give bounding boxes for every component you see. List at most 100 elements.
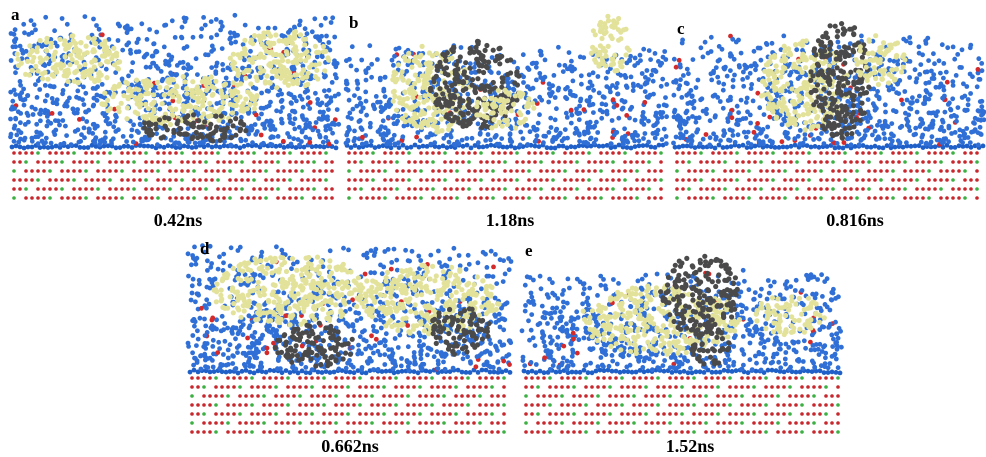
substrate-atom [383, 151, 387, 155]
substrate-atom [138, 196, 142, 200]
substrate-atom [138, 169, 142, 173]
substrate-atom [843, 187, 847, 191]
substrate-atom [593, 196, 597, 200]
substrate-atom [705, 160, 709, 164]
substrate-atom [312, 160, 316, 164]
water-molecule [228, 30, 233, 35]
oil-molecule [146, 106, 151, 111]
substrate-atom [347, 169, 351, 173]
substrate-atom [210, 178, 214, 182]
water-molecule [460, 138, 465, 143]
substrate-atom [96, 196, 100, 200]
substrate-atom [647, 151, 651, 155]
substrate-atom [282, 178, 286, 182]
substrate-atom [491, 178, 495, 182]
substrate-atom [48, 196, 52, 200]
substrate-atom [771, 151, 775, 155]
water-molecule [375, 57, 380, 62]
substrate-atom [108, 169, 112, 173]
oil-molecule [81, 74, 86, 79]
asphaltene-molecule [455, 73, 460, 78]
water-molecule [305, 88, 310, 93]
water-molecule [537, 95, 542, 100]
substrate-atom [461, 160, 465, 164]
water-molecule [327, 88, 332, 93]
water-molecule [951, 45, 956, 50]
oil-molecule [262, 45, 267, 50]
substrate-atom [96, 160, 100, 164]
oil-molecule [325, 55, 330, 60]
substrate-atom [401, 196, 405, 200]
oil-molecule [491, 117, 496, 122]
substrate-atom [425, 151, 429, 155]
water-molecule [293, 110, 298, 115]
water-molecule [364, 99, 369, 104]
oil-molecule [770, 109, 775, 114]
substrate-atom [102, 178, 106, 182]
substrate-atom [729, 196, 733, 200]
oil-molecule [531, 106, 536, 111]
water-molecule [976, 56, 981, 61]
oil-molecule [92, 41, 97, 46]
water-molecule [759, 58, 764, 63]
water-molecule [960, 47, 965, 52]
asphaltene-molecule [231, 123, 236, 128]
substrate-atom [849, 160, 853, 164]
substrate-atom [915, 160, 919, 164]
substrate-atom [431, 196, 435, 200]
oil-molecule [104, 59, 109, 64]
substrate-atom [515, 151, 519, 155]
water-molecule [19, 48, 24, 53]
substrate-atom [729, 151, 733, 155]
oil-molecule [164, 85, 169, 90]
oil-molecule [414, 59, 419, 64]
water-molecule [185, 44, 190, 49]
water-molecule [721, 66, 726, 71]
water-molecule [686, 71, 691, 76]
water-molecule [672, 115, 677, 120]
water-molecule [142, 55, 147, 60]
oil-molecule [181, 103, 186, 108]
oil-molecule [411, 89, 416, 94]
water-molecule [292, 95, 297, 100]
water-molecule [935, 109, 940, 114]
water-molecule [145, 37, 150, 42]
oil-molecule [286, 83, 291, 88]
water-molecule [624, 113, 629, 118]
asphaltene-molecule [815, 62, 820, 67]
water-molecule [267, 123, 272, 128]
water-molecule [243, 23, 248, 28]
substrate-atom [659, 187, 663, 191]
oil-molecule [91, 47, 96, 52]
substrate-atom [144, 196, 148, 200]
oil-molecule [434, 109, 439, 114]
substrate-atom [903, 160, 907, 164]
substrate-atom [174, 178, 178, 182]
substrate-atom [120, 196, 124, 200]
water-molecule [664, 114, 669, 119]
asphaltene-molecule [437, 86, 442, 91]
substrate-atom [479, 151, 483, 155]
oil-molecule [317, 61, 322, 66]
substrate-atom [108, 160, 112, 164]
water-molecule [21, 22, 26, 27]
substrate-atom [855, 169, 859, 173]
substrate-atom [521, 196, 525, 200]
substrate-atom [120, 178, 124, 182]
water-molecule [179, 35, 184, 40]
asphaltene-molecule [461, 88, 466, 93]
oil-molecule [406, 51, 411, 56]
water-molecule [761, 141, 766, 146]
substrate-atom [377, 160, 381, 164]
oil-molecule [102, 54, 107, 59]
substrate-atom [753, 160, 757, 164]
water-molecule [591, 110, 596, 115]
substrate-atom [641, 187, 645, 191]
substrate-atom [210, 169, 214, 173]
oil-molecule [16, 57, 21, 62]
water-molecule [783, 130, 788, 135]
substrate-atom [711, 178, 715, 182]
oil-molecule [420, 44, 425, 49]
water-molecule [151, 42, 156, 47]
substrate-atom [210, 196, 214, 200]
